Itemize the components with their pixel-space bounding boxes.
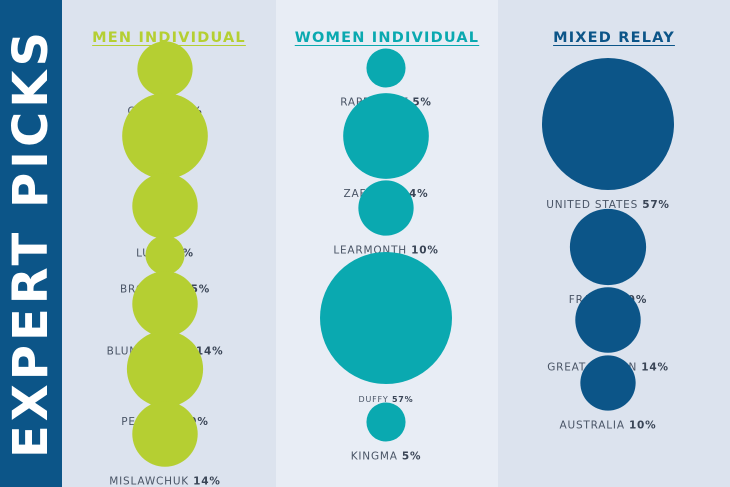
women-individual-panel: WOMEN INDIVIDUAL RAPPAPORT 5%ZAFERES 24%… [276,0,498,487]
bubble-united-states [542,58,674,190]
value-label: 14% [193,476,221,487]
bubble-pearson [126,330,204,408]
bubble-kingma [366,402,406,442]
men-individual-panel: MEN INDIVIDUAL GOMEZ 10%YEE 24%LUIS 14%B… [62,0,276,487]
bubble-yee [122,93,208,179]
bubble-australia [580,355,636,411]
mixed-relay-panel: MIXED RELAY UNITED STATES 57%FRANCE 19%G… [498,0,730,487]
mixed-relay-chart: UNITED STATES 57%FRANCE 19%GREAT BRITAIN… [542,58,674,432]
value-label: 14% [641,362,669,374]
bubble-label-mislawchuk: MISLAWCHUK 14% [109,476,220,487]
mixed-relay-title: MIXED RELAY [553,30,675,46]
bubble-label-united-states: UNITED STATES 57% [546,199,670,211]
bubble-france [569,208,647,286]
bubble-luis [132,173,198,239]
category-name: UNITED STATES [546,199,642,211]
value-label: 5% [402,451,421,463]
value-label: 57% [642,199,670,211]
women-individual-title: WOMEN INDIVIDUAL [294,30,480,46]
value-label: 57% [392,395,414,404]
value-label: 10% [411,245,439,257]
bubble-blummenfelt [132,271,198,337]
value-label: 10% [629,420,657,432]
sidebar-title: EXPERT PICKS [3,27,59,459]
bubble-rappaport [366,48,406,88]
value-label: 14% [196,346,224,358]
category-name: DUFFY [358,395,391,404]
bubble-gomez [137,41,193,97]
bubble-duffy [320,252,452,384]
bubble-great-britain [575,287,641,353]
bubble-mislawchuk [132,401,198,467]
men-individual-title: MEN INDIVIDUAL [92,30,246,46]
men-individual-chart: GOMEZ 10%YEE 24%LUIS 14%BROWNLEE 5%BLUMM… [107,41,224,487]
bubble-zaferes [343,93,429,179]
bubble-brownlee [145,235,185,275]
value-label: 5% [412,97,431,109]
bubble-label-kingma: KINGMA 5% [351,451,422,463]
bubble-label-learmonth: LEARMONTH 10% [333,245,438,257]
category-name: KINGMA [351,451,402,463]
bubble-learmonth [358,180,414,236]
bubble-label-australia: AUSTRALIA 10% [559,420,656,432]
bubble-label-duffy: DUFFY 57% [358,395,413,404]
women-individual-chart: RAPPAPORT 5%ZAFERES 24%LEARMONTH 10%DUFF… [320,48,452,463]
category-name: LEARMONTH [333,245,411,257]
category-name: AUSTRALIA [559,420,628,432]
sidebar: EXPERT PICKS [0,0,62,487]
category-name: MISLAWCHUK [109,476,193,487]
